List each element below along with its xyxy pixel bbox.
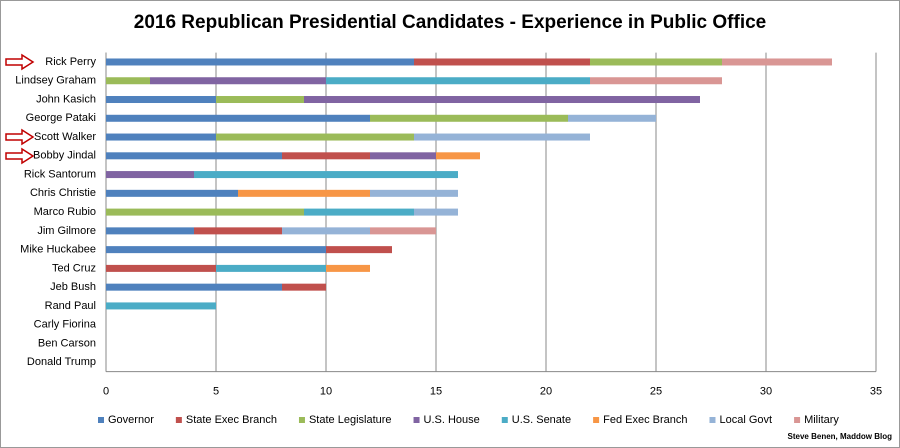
y-tick-label: George Pataki bbox=[26, 112, 96, 124]
bar-segment bbox=[282, 283, 326, 291]
y-tick-label: Jim Gilmore bbox=[37, 225, 96, 237]
bar-segment bbox=[282, 152, 370, 160]
legend-swatch bbox=[593, 417, 600, 423]
bar-segment bbox=[106, 264, 216, 272]
bar-segment bbox=[370, 114, 568, 122]
bar-segment bbox=[194, 227, 282, 235]
bar-segment bbox=[304, 208, 414, 216]
y-tick-label: Donald Trump bbox=[27, 356, 96, 368]
legend-label: U.S. Senate bbox=[512, 414, 571, 426]
highlight-arrows bbox=[5, 53, 35, 165]
bar-segment bbox=[590, 58, 722, 66]
x-tick-label: 35 bbox=[870, 386, 882, 398]
y-tick-label: Mike Huckabee bbox=[20, 244, 96, 256]
y-tick-label: Chris Christie bbox=[30, 187, 96, 199]
x-tick-label: 10 bbox=[320, 386, 332, 398]
legend-label: U.S. House bbox=[424, 414, 480, 426]
x-tick-label: 25 bbox=[650, 386, 662, 398]
arrow bbox=[5, 53, 35, 71]
y-tick-label: John Kasich bbox=[36, 93, 96, 105]
arrow bbox=[5, 147, 35, 165]
legend-label: Military bbox=[804, 414, 839, 426]
bar-segment bbox=[216, 133, 414, 141]
y-tick-label: Scott Walker bbox=[34, 131, 96, 143]
legend-swatch bbox=[709, 417, 716, 423]
legend: Governor State Exec Branch State Legislatu… bbox=[98, 414, 839, 426]
bar-segment bbox=[370, 152, 436, 160]
x-tick-label: 20 bbox=[540, 386, 552, 398]
x-tick-label: 15 bbox=[430, 386, 442, 398]
bar-segment bbox=[414, 133, 590, 141]
bar-segment bbox=[370, 227, 436, 235]
bar-segment bbox=[722, 58, 832, 66]
bar-segment bbox=[106, 58, 414, 66]
legend-label: State Exec Branch bbox=[186, 414, 277, 426]
bar-segment bbox=[150, 77, 326, 85]
bar-segment bbox=[414, 58, 590, 66]
x-tick-label: 0 bbox=[103, 386, 109, 398]
bar-segment bbox=[106, 227, 194, 235]
legend-swatch bbox=[501, 417, 508, 423]
bar-segment bbox=[106, 114, 370, 122]
bar-segment bbox=[194, 171, 458, 179]
bar-segment bbox=[106, 208, 304, 216]
bar-segment bbox=[106, 246, 326, 254]
y-tick-label: Rick Perry bbox=[45, 56, 96, 68]
y-tick-label: Jeb Bush bbox=[50, 281, 96, 293]
bar-segment bbox=[106, 152, 282, 160]
x-tick-label: 5 bbox=[213, 386, 219, 398]
legend-label: Governor bbox=[108, 414, 154, 426]
y-tick-label: Bobby Jindal bbox=[33, 150, 96, 162]
bar-segment bbox=[304, 96, 700, 104]
legend-swatch bbox=[794, 417, 801, 423]
bar-segment bbox=[326, 264, 370, 272]
credit: Steve Benen, Maddow Blog bbox=[788, 432, 893, 441]
legend-label: Local Govt bbox=[719, 414, 772, 426]
bar-segment bbox=[106, 283, 282, 291]
bar-segment bbox=[326, 77, 590, 85]
bar-segment bbox=[216, 96, 304, 104]
arrow bbox=[5, 128, 35, 146]
legend-swatch bbox=[413, 417, 420, 423]
bar-segment bbox=[106, 189, 238, 197]
bar-segment bbox=[414, 208, 458, 216]
bar-segment bbox=[106, 302, 216, 310]
y-tick-label: Rick Santorum bbox=[24, 168, 96, 180]
x-tick-label: 30 bbox=[760, 386, 772, 398]
y-tick-label: Rand Paul bbox=[45, 300, 96, 312]
bar-segment bbox=[106, 133, 216, 141]
bar-segment bbox=[282, 227, 370, 235]
bar-segment bbox=[238, 189, 370, 197]
bar-segment bbox=[326, 246, 392, 254]
bar-segment bbox=[216, 264, 326, 272]
chart-title: 2016 Republican Presidential Candidates … bbox=[134, 12, 766, 33]
y-tick-label: Ted Cruz bbox=[52, 262, 96, 274]
bar-segment bbox=[590, 77, 722, 85]
bar-segment bbox=[106, 77, 150, 85]
legend-swatch bbox=[175, 417, 182, 423]
bar-segment bbox=[568, 114, 656, 122]
legend-label: Fed Exec Branch bbox=[603, 414, 687, 426]
y-tick-label: Ben Carson bbox=[38, 337, 96, 349]
legend-swatch bbox=[98, 417, 104, 423]
bar-segment bbox=[370, 189, 458, 197]
y-tick-label: Marco Rubio bbox=[34, 206, 96, 218]
bar-segment bbox=[106, 171, 194, 179]
bar-segment bbox=[436, 152, 480, 160]
legend-swatch bbox=[298, 417, 305, 423]
y-tick-label: Lindsey Graham bbox=[15, 75, 96, 87]
legend-label: State Legislature bbox=[309, 414, 392, 426]
y-tick-label: Carly Fiorina bbox=[34, 319, 97, 331]
bar-segment bbox=[106, 96, 216, 104]
